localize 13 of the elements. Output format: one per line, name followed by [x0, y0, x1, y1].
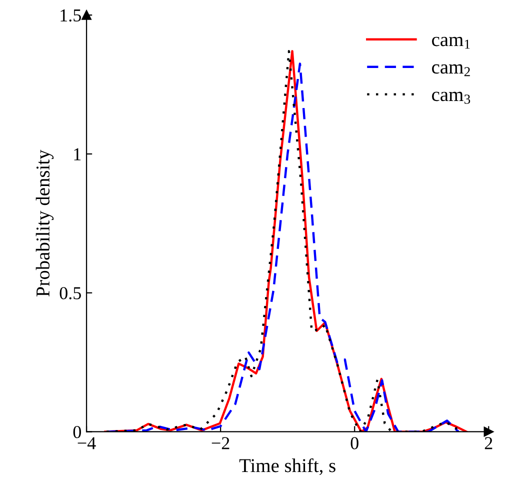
y-tick-label: 1.5	[60, 9, 81, 22]
x-tick-label: −2	[212, 437, 230, 450]
legend-label: cam$_{2}$	[432, 64, 470, 76]
legend-label: cam$_{1}$	[432, 36, 470, 49]
x-tick-label: −4	[78, 437, 96, 450]
y-tick-label: 1	[74, 148, 81, 160]
y-tick-label: 0.5	[60, 287, 81, 300]
y-tick-label: 0	[73, 426, 81, 438]
legend-label: cam$_{3}$	[432, 92, 470, 104]
y-axis-title: Probability density	[36, 150, 54, 297]
x-axis-title: Time shift, s	[239, 458, 336, 475]
x-tick-label: 2	[484, 437, 492, 450]
x-tick-label: 0	[350, 437, 358, 450]
